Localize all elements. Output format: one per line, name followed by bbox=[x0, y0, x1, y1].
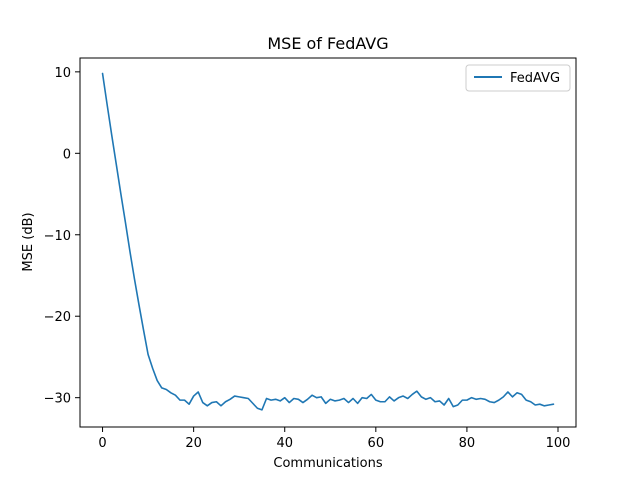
y-axis: 10 0 −10 −20 −30 bbox=[44, 66, 80, 407]
x-axis: 0 20 40 60 80 100 bbox=[98, 427, 570, 451]
plot-frame bbox=[79, 57, 577, 428]
y-tick-label: −10 bbox=[44, 229, 71, 244]
y-tick-label: 0 bbox=[63, 147, 71, 162]
series-layer bbox=[101, 72, 555, 411]
x-tick-label: 80 bbox=[459, 436, 476, 451]
legend-box bbox=[465, 64, 571, 92]
x-tick-label: 0 bbox=[98, 436, 106, 451]
chart-title: MSE of FedAVG bbox=[267, 34, 388, 53]
series-line-fedavg bbox=[101, 72, 555, 411]
x-tick-label: 20 bbox=[185, 436, 202, 451]
y-tick-label: −20 bbox=[44, 310, 71, 325]
x-axis-title: Communications bbox=[273, 456, 382, 471]
legend: FedAVG bbox=[465, 64, 571, 92]
legend-label: FedAVG bbox=[510, 71, 560, 86]
x-tick-label: 100 bbox=[546, 436, 571, 451]
x-tick-label: 60 bbox=[368, 436, 385, 451]
y-axis-title: MSE (dB) bbox=[21, 212, 36, 271]
y-tick-label: 10 bbox=[54, 66, 71, 81]
y-tick-label: −30 bbox=[44, 392, 71, 407]
x-tick-label: 40 bbox=[276, 436, 293, 451]
